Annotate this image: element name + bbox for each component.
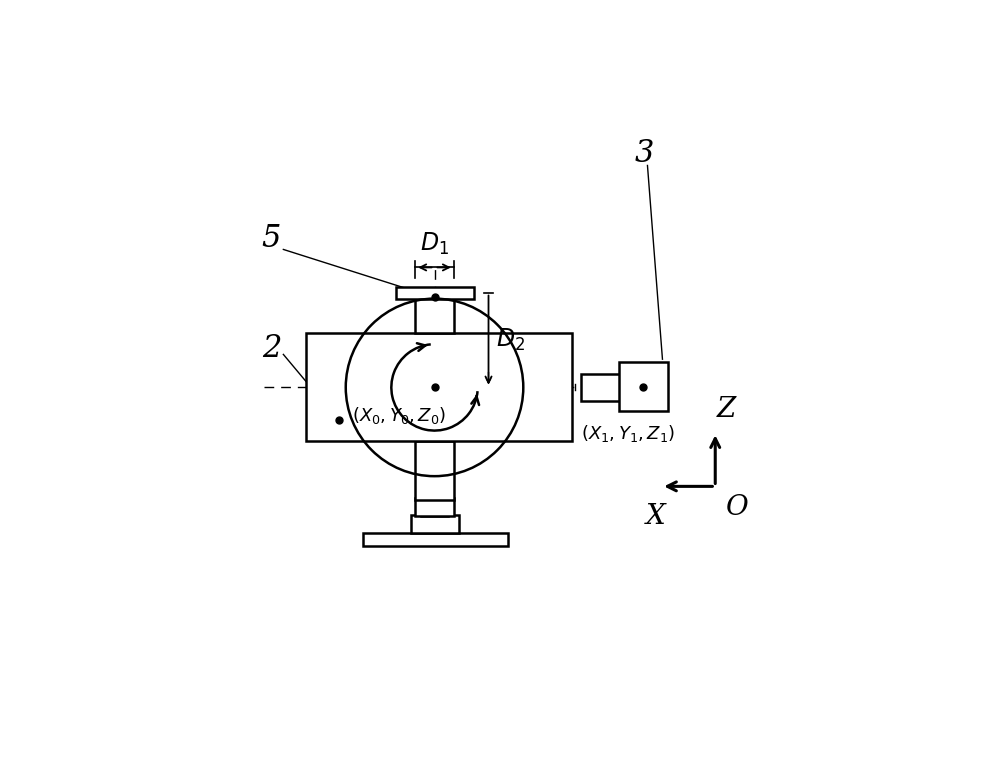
Bar [363, 533, 508, 546]
Bar [411, 515, 459, 533]
Text: 5: 5 [262, 223, 281, 254]
Bar [415, 298, 454, 333]
Bar [415, 442, 454, 500]
Bar [415, 499, 454, 516]
Text: X: X [645, 503, 665, 530]
Bar [421, 504, 448, 516]
Bar [306, 333, 572, 442]
Text: 2: 2 [262, 333, 281, 364]
Text: $D_2$: $D_2$ [496, 327, 525, 353]
Text: $(X_0,Y_0,Z_0)$: $(X_0,Y_0,Z_0)$ [352, 405, 446, 426]
Bar [581, 374, 620, 400]
Text: Z: Z [716, 397, 736, 424]
Bar [619, 362, 668, 411]
Text: $D_1$: $D_1$ [420, 231, 449, 256]
Text: 3: 3 [635, 138, 654, 169]
Text: O: O [726, 494, 749, 520]
Bar [396, 287, 474, 298]
Text: $(X_1,Y_1,Z_1)$: $(X_1,Y_1,Z_1)$ [581, 424, 676, 444]
